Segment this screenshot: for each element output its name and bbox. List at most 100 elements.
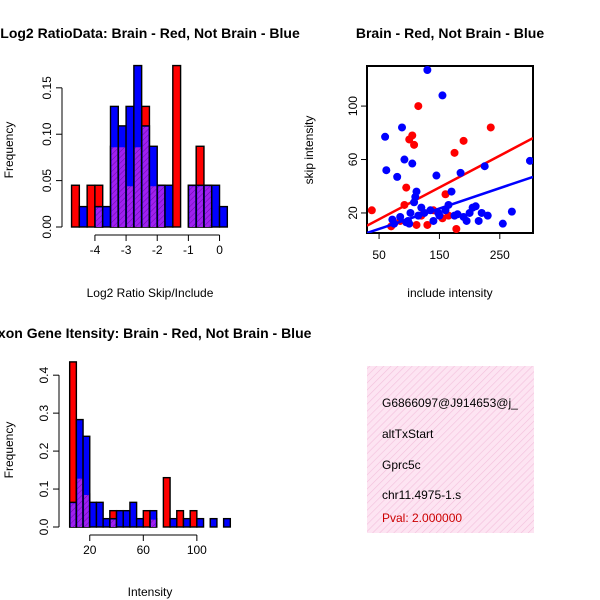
scatter-y-tick-label: 20 xyxy=(346,206,360,220)
scatter-y-tick-label: 100 xyxy=(346,96,360,116)
ratio-hist-y-tick-label: 0.05 xyxy=(40,169,54,193)
intensity-hist-bar-overlap xyxy=(110,519,116,527)
intensity-hist-bar-red xyxy=(176,509,185,528)
scatter-point-blue xyxy=(400,155,409,164)
scatter-point-blue xyxy=(432,171,441,180)
scatter-point-blue xyxy=(393,172,402,181)
ratio-hist-bar-overlap xyxy=(158,186,165,227)
ratio-hist-bar-overlap xyxy=(150,186,157,227)
info-panel-background xyxy=(367,366,534,533)
scatter-fit-line-blue xyxy=(367,175,533,233)
ratio-histogram-panel: Log2 RatioData: Brain - Red, Not Brain -… xyxy=(0,25,300,300)
scatter-point-blue xyxy=(474,216,483,225)
scatter-point-blue xyxy=(477,208,486,217)
intensity-hist-bar-blue xyxy=(102,517,111,528)
ratio-hist-y-tick-label: 0.00 xyxy=(40,215,54,239)
ratio-hist-bar-blue xyxy=(164,184,174,228)
ratio-hist-axes: -4 -3 -2 -1 0 0.00 0.05 0.10 0.15 xyxy=(40,76,223,257)
scatter-point-blue xyxy=(447,187,456,196)
scatter-point-blue xyxy=(480,162,489,171)
info-probe-id: G6866097@J914653@j_ xyxy=(382,396,518,410)
scatter-x-tick-label: 50 xyxy=(372,248,386,262)
scatter-point-blue xyxy=(381,132,390,141)
scatter-point-red xyxy=(486,123,495,132)
scatter-point-blue xyxy=(456,168,465,177)
intensity-hist-bar-blue xyxy=(169,517,178,528)
scatter-point-blue xyxy=(462,216,471,225)
scatter-xlabel: include intensity xyxy=(407,286,492,300)
ratio-hist-bar-overlap xyxy=(95,207,102,227)
ratio-hist-bars xyxy=(70,64,229,228)
ratio-hist-x-tick-label: 0 xyxy=(216,243,223,257)
scatter-point-blue xyxy=(423,66,432,75)
ratio-hist-bar-blue xyxy=(102,205,112,228)
ratio-hist-x-tick-label: -1 xyxy=(183,243,194,257)
scatter-point-blue xyxy=(405,219,414,228)
intensity-hist-axes: 20 60 100 0.0 0.1 0.2 0.3 0.4 xyxy=(37,367,207,557)
ratio-hist-x-tick-label: -3 xyxy=(121,243,132,257)
ratio-hist-x-tick-label: -2 xyxy=(152,243,163,257)
info-location: chr11.4975-1.s xyxy=(382,488,461,502)
intensity-hist-y-tick-label: 0.2 xyxy=(37,442,51,459)
scatter-point-red xyxy=(450,148,459,157)
ratio-hist-x-tick-label: -4 xyxy=(90,243,101,257)
ratio-hist-bar-red xyxy=(86,184,96,228)
scatter-y-tick-label: 60 xyxy=(346,153,360,167)
scatter-point-blue xyxy=(483,211,492,220)
ratio-hist-ylabel: Frequency xyxy=(2,122,16,179)
intensity-hist-bar-overlap xyxy=(151,519,156,527)
intensity-hist-ylabel: Frequency xyxy=(2,422,16,479)
scatter-point-red xyxy=(459,136,468,145)
scatter-point-red xyxy=(441,190,450,199)
scatter-x-tick-label: 150 xyxy=(429,248,449,262)
scatter-point-red xyxy=(412,220,421,229)
scatter-fit-line-red xyxy=(367,137,533,227)
scatter-point-blue xyxy=(412,187,421,196)
scatter-frame xyxy=(366,65,534,234)
ratio-hist-bar-overlap xyxy=(119,147,126,227)
intensity-histogram-panel: Exon Gene Itensity: Brain - Red, Not Bra… xyxy=(0,325,312,599)
intensity-hist-bar-blue xyxy=(209,517,218,528)
ratio-hist-bar-overlap xyxy=(142,126,149,227)
intensity-hist-bar-blue xyxy=(129,501,138,528)
intensity-hist-bar-overlap xyxy=(84,494,89,527)
ratio-hist-y-tick-label: 0.10 xyxy=(40,122,54,146)
intensity-hist-bar-blue xyxy=(122,509,131,528)
intensity-hist-bar-blue xyxy=(95,501,104,528)
scatter-point-blue xyxy=(507,207,516,216)
ratio-hist-bar-blue xyxy=(218,205,229,228)
ratio-hist-y-tick-label: 0.15 xyxy=(40,76,54,100)
intensity-hist-x-tick-label: 100 xyxy=(187,543,207,557)
intensity-hist-y-tick-label: 0.4 xyxy=(37,367,51,384)
scatter-point-red xyxy=(367,206,376,215)
intensity-hist-x-tick-label: 20 xyxy=(83,543,97,557)
intensity-hist-bar-overlap xyxy=(70,503,76,527)
info-gene: Gprc5c xyxy=(382,458,421,472)
scatter-point-blue xyxy=(435,211,444,220)
scatter-point-blue xyxy=(429,216,438,225)
ratio-hist-bar-red xyxy=(70,184,81,228)
scatter-point-blue xyxy=(471,202,480,211)
info-panel: G6866097@J914653@j_ altTxStart Gprc5c ch… xyxy=(367,366,534,533)
scatter-point-blue xyxy=(398,123,407,132)
ratio-hist-bar-overlap xyxy=(197,186,203,227)
ratio-hist-bar-overlap xyxy=(189,186,196,227)
ratio-hist-bar-blue xyxy=(78,205,88,228)
intensity-hist-bar-red xyxy=(162,476,171,528)
scatter-point-blue xyxy=(438,91,447,100)
scatter-point-blue xyxy=(498,219,507,228)
scatter-title: Brain - Red, Not Brain - Blue xyxy=(356,25,544,41)
intensity-hist-xlabel: Intensity xyxy=(128,585,173,599)
intensity-hist-bars xyxy=(68,361,232,528)
ratio-hist-bar-red xyxy=(172,64,182,228)
intensity-hist-bar-blue xyxy=(182,517,191,528)
intensity-hist-bar-blue xyxy=(115,509,124,528)
scatter-x-tick-label: 250 xyxy=(490,248,510,262)
scatter-point-red xyxy=(410,140,419,149)
scatter-point-blue xyxy=(406,208,415,217)
intensity-hist-bar-red xyxy=(142,509,151,528)
ratio-hist-bar-blue xyxy=(211,184,221,228)
info-event-type: altTxStart xyxy=(382,427,434,441)
scatter-panel: Brain - Red, Not Brain - Blue 50 150 250 20… xyxy=(302,25,544,300)
scatter-point-red xyxy=(408,131,417,140)
